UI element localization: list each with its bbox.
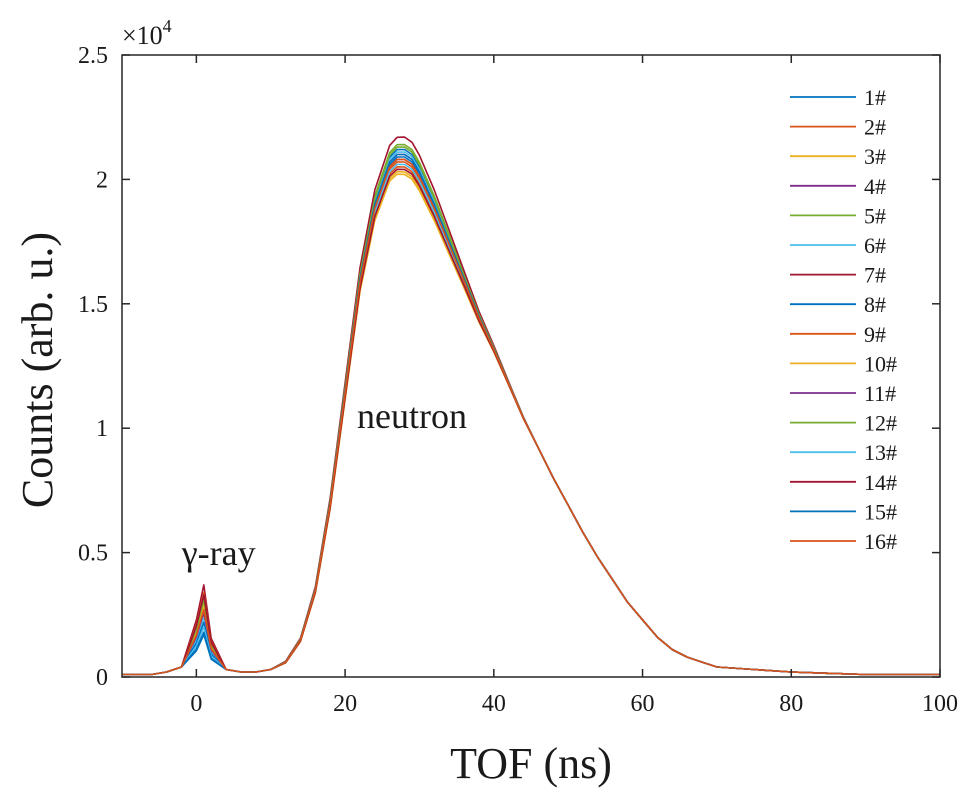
- x-axis-label: TOF (ns): [450, 739, 612, 788]
- series-line-9: [122, 166, 940, 676]
- x-tick-label: 100: [922, 691, 958, 717]
- series-line-12: [122, 146, 940, 676]
- x-tick-label: 20: [333, 691, 357, 717]
- series-line-7: [122, 136, 940, 676]
- series-line-4: [122, 153, 940, 676]
- series-line-5: [122, 143, 940, 676]
- legend-label: 4#: [864, 174, 886, 199]
- y-tick-label: 1: [96, 416, 108, 442]
- series-line-6: [122, 151, 940, 676]
- x-tick-label: 80: [779, 691, 803, 717]
- y-multiplier: ×104: [122, 16, 172, 50]
- y-tick-label: 2: [96, 167, 108, 193]
- y-tick-label: 0: [96, 665, 108, 691]
- series-line-2: [122, 161, 940, 676]
- series-line-1: [122, 148, 940, 676]
- legend-label: 14#: [864, 470, 897, 495]
- x-tick-label: 40: [482, 691, 506, 717]
- annotations: γ-ray neutron: [181, 396, 467, 573]
- series-line-16: [122, 158, 940, 676]
- legend-label: 12#: [864, 411, 897, 436]
- legend-label: 3#: [864, 144, 886, 169]
- legend-label: 7#: [864, 263, 886, 288]
- legend: 1# 2# 3# 4# 5# 6# 7# 8# 9# 10# 11# 12# 13# 14# 15# 16#: [790, 85, 897, 554]
- annotation-neutron: neutron: [357, 396, 467, 436]
- legend-label: 9#: [864, 322, 886, 347]
- legend-label: 11#: [864, 381, 896, 406]
- axis-ticks: 0 20 40 60 80 100 0 0.5 1 1.5 2 2.5: [78, 43, 958, 717]
- plot-frame: [121, 54, 941, 678]
- series-line-8: [122, 156, 940, 676]
- x-tick-label: 60: [631, 691, 655, 717]
- legend-label: 8#: [864, 292, 886, 317]
- series-line-10: [122, 173, 940, 676]
- legend-label: 1#: [864, 85, 886, 110]
- legend-label: 16#: [864, 529, 897, 554]
- legend-label: 6#: [864, 233, 886, 258]
- y-tick-label: 2.5: [78, 43, 108, 69]
- annotation-gamma-ray: γ-ray: [181, 533, 256, 573]
- legend-label: 13#: [864, 440, 897, 465]
- y-tick-label: 1.5: [78, 292, 108, 318]
- legend-label: 10#: [864, 351, 897, 376]
- series-line-13: [122, 163, 940, 676]
- y-axis-label: Counts (arb. u.): [13, 232, 62, 508]
- series-line-15: [122, 153, 940, 676]
- legend-label: 15#: [864, 499, 897, 524]
- y-tick-label: 0.5: [78, 541, 108, 567]
- x-tick-label: 0: [190, 691, 202, 717]
- series-line-11: [122, 158, 940, 676]
- series-lines: [122, 136, 940, 676]
- legend-label: 5#: [864, 203, 886, 228]
- legend-label: 2#: [864, 115, 886, 140]
